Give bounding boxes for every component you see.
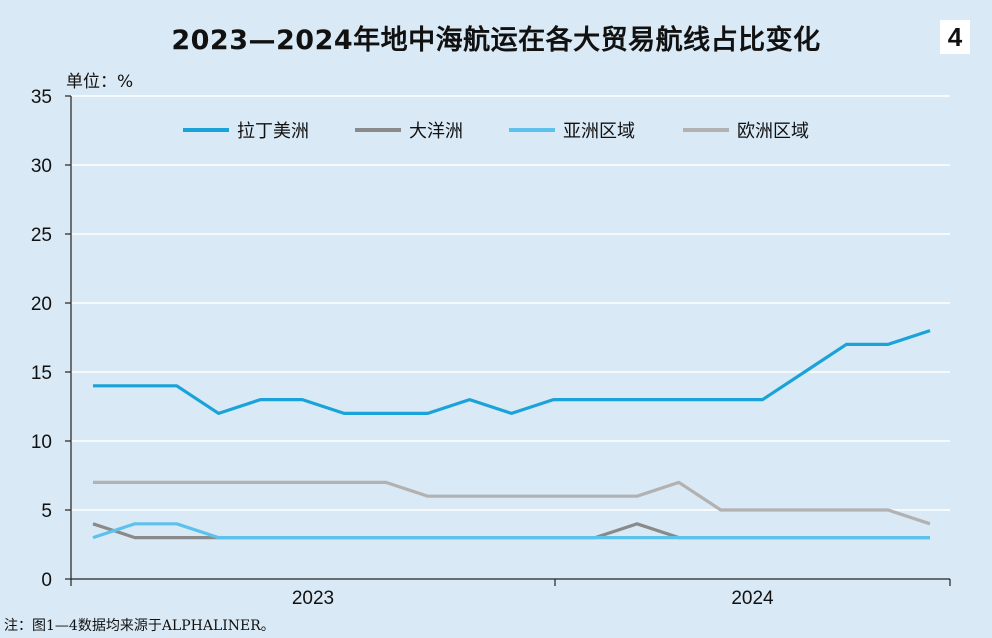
gridlines bbox=[65, 95, 950, 580]
series-line bbox=[92, 522, 930, 540]
y-tick-label: 0 bbox=[41, 570, 52, 591]
chart-title: 2023—2024年地中海航运在各大贸易航线占比变化 bbox=[171, 25, 821, 56]
series-line bbox=[93, 480, 931, 526]
series-line bbox=[93, 329, 931, 415]
y-axis-unit-label: 单位：% bbox=[66, 72, 134, 92]
figure-number-badge: 4 bbox=[940, 20, 970, 54]
y-tick-label: 15 bbox=[31, 363, 52, 384]
series-lines bbox=[92, 329, 931, 540]
legend-label: 亚洲区域 bbox=[563, 121, 635, 142]
y-tick-label: 30 bbox=[31, 156, 52, 177]
y-tick-label: 10 bbox=[31, 432, 52, 453]
x-tick-labels: 2023 2024 bbox=[292, 588, 774, 609]
x-tick-label: 2023 bbox=[292, 588, 334, 609]
y-tick-label: 35 bbox=[31, 87, 52, 108]
legend-label: 大洋洲 bbox=[409, 121, 463, 142]
source-note: 注：图1—4数据均来源于ALPHALINER。 bbox=[4, 618, 275, 634]
series-line bbox=[92, 522, 930, 540]
y-tick-label: 25 bbox=[31, 225, 52, 246]
legend: 拉丁美洲 大洋洲 亚洲区域 欧洲区域 bbox=[183, 121, 809, 142]
legend-label: 拉丁美洲 bbox=[237, 121, 309, 142]
legend-label: 欧洲区域 bbox=[737, 121, 809, 142]
x-tick-label: 2024 bbox=[731, 588, 774, 609]
y-tick-label: 20 bbox=[31, 294, 52, 315]
y-tick-label: 5 bbox=[41, 501, 52, 522]
axes bbox=[70, 96, 951, 586]
y-tick-labels: 0 5 10 15 20 25 30 35 bbox=[31, 87, 52, 591]
